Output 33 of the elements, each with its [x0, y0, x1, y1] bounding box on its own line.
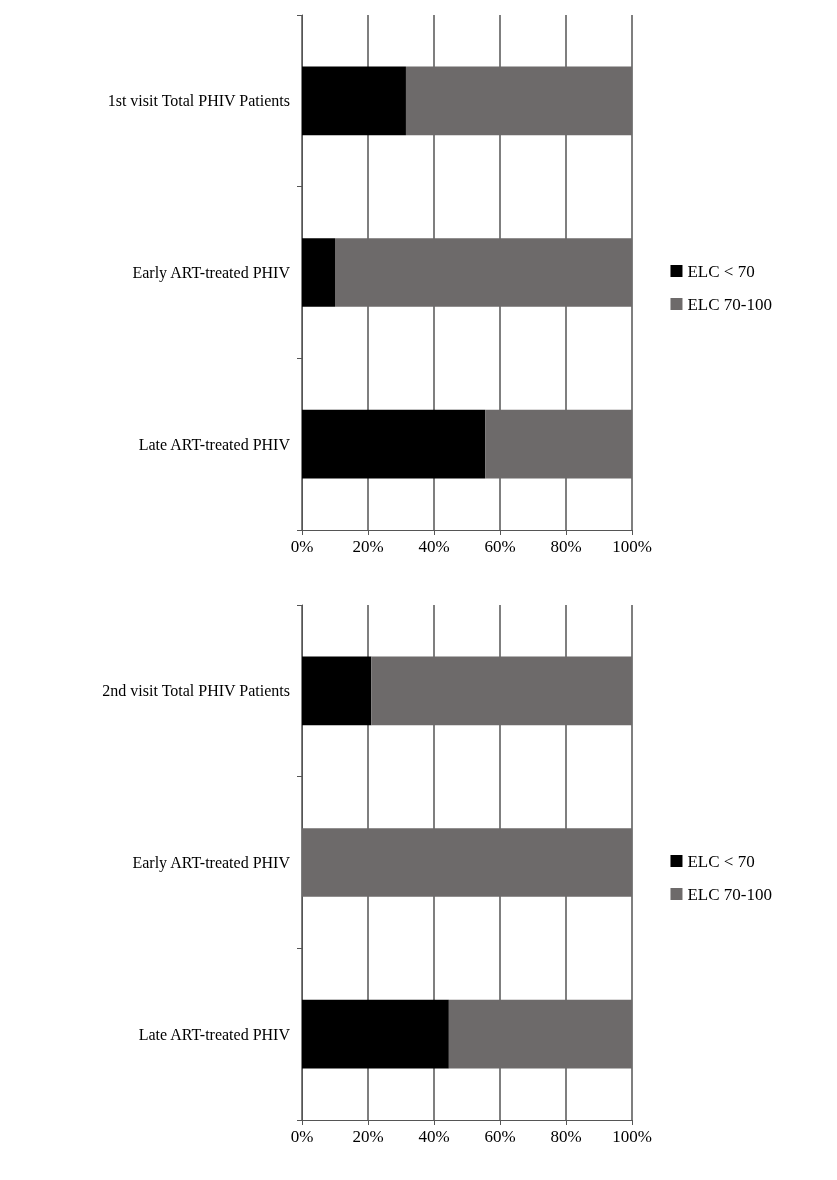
bar [371, 656, 632, 726]
bar [302, 999, 449, 1069]
bar [335, 238, 632, 307]
bar [302, 409, 486, 479]
y-tick-label: Late ART-treated PHIV [138, 435, 291, 453]
y-tick-label: 2nd visit Total PHIV Patients [102, 682, 290, 700]
legend-label: ELC 70-100 [687, 294, 773, 314]
bar [405, 66, 632, 136]
legend-label: ELC < 70 [687, 851, 755, 871]
legend-label: ELC 70-100 [687, 884, 773, 904]
x-tick-label: 100% [612, 537, 652, 556]
bar [302, 66, 406, 136]
bar [485, 409, 632, 479]
legend-label: ELC < 70 [687, 261, 755, 281]
x-tick-label: 80% [550, 1127, 582, 1146]
x-tick-label: 40% [418, 537, 450, 556]
x-tick-label: 40% [418, 1127, 450, 1146]
y-tick-label: Late ART-treated PHIV [138, 1025, 291, 1043]
x-tick-label: 0% [290, 537, 314, 556]
x-tick-label: 60% [484, 1127, 516, 1146]
x-tick-label: 100% [612, 1127, 652, 1146]
y-tick-label: 1st visit Total PHIV Patients [107, 92, 290, 110]
bar [302, 828, 632, 897]
bar [448, 999, 632, 1069]
x-tick-label: 80% [550, 537, 582, 556]
bar [302, 656, 372, 726]
x-tick-label: 20% [352, 537, 384, 556]
x-tick-label: 20% [352, 1127, 384, 1146]
y-tick-label: Early ART-treated PHIV [132, 854, 291, 872]
y-tick-label: Early ART-treated PHIV [132, 264, 291, 282]
x-tick-label: 60% [484, 537, 516, 556]
bar [302, 238, 335, 307]
x-tick-label: 0% [290, 1127, 314, 1146]
